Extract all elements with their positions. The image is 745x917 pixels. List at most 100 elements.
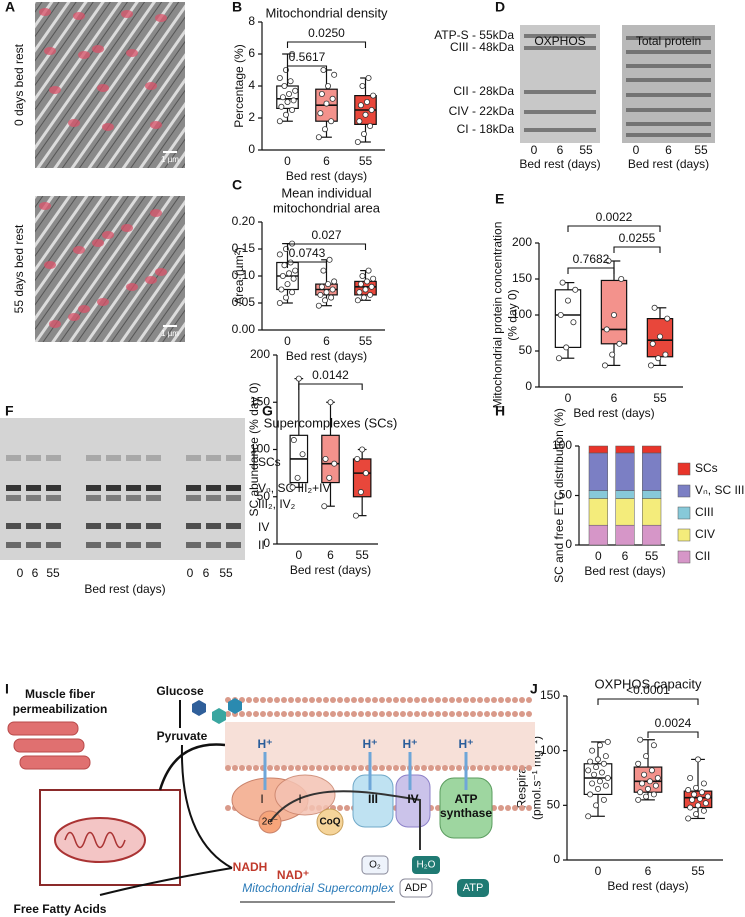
data-point <box>328 118 335 125</box>
lipid-head <box>323 711 329 717</box>
p-value: 0.0142 <box>312 368 349 382</box>
lipid-head <box>344 765 350 771</box>
x-tick-label: 0 <box>284 154 291 168</box>
data-point <box>284 99 291 106</box>
data-point <box>357 489 364 496</box>
lipid-head <box>442 711 448 717</box>
bar-segment <box>588 498 608 526</box>
label: IV <box>407 792 418 806</box>
legend-swatch <box>677 484 691 498</box>
lipid-head <box>351 711 357 717</box>
data-point <box>605 257 612 264</box>
ffa-arrow <box>99 867 233 896</box>
x-tick-label: 6 <box>622 549 629 563</box>
lipid-head <box>414 697 420 703</box>
band-label: CI - 18kDa <box>457 122 515 136</box>
lipid-head <box>281 697 287 703</box>
data-point <box>292 87 299 94</box>
blot-band <box>146 455 161 461</box>
data-point <box>289 289 296 296</box>
lipid-head <box>253 711 259 717</box>
panel-a-label: 55 days bed rest <box>12 224 26 313</box>
blot-band <box>626 78 711 82</box>
label: ATP <box>454 792 477 806</box>
data-point <box>276 251 283 258</box>
data-point <box>290 437 297 444</box>
blot-band <box>126 523 141 529</box>
mito-overlay <box>68 313 80 321</box>
data-point <box>655 355 662 362</box>
lipid-head <box>400 711 406 717</box>
mito-overlay <box>39 8 51 16</box>
p-value: 0.0024 <box>655 716 692 730</box>
lipid-head <box>386 711 392 717</box>
band-label: SCs <box>258 455 281 469</box>
data-point <box>282 111 289 118</box>
lipid-head <box>316 711 322 717</box>
data-point <box>618 275 625 282</box>
p-value: 0.0022 <box>596 210 633 224</box>
blot-band <box>46 523 61 529</box>
lipid-head <box>344 697 350 703</box>
lipid-head <box>512 805 518 811</box>
lipid-head <box>463 711 469 717</box>
lipid-head <box>239 765 245 771</box>
blot-band <box>524 110 596 114</box>
x-tick-label: 0 <box>187 566 194 580</box>
data-point <box>649 340 656 347</box>
lipid-head <box>470 765 476 771</box>
blot-band <box>626 50 711 54</box>
lipid-head <box>400 697 406 703</box>
data-point <box>362 111 369 118</box>
significance-bracket <box>567 225 661 232</box>
data-point <box>362 470 369 477</box>
y-tick-label: 100 <box>540 743 560 757</box>
y-tick-label: 50 <box>519 343 533 357</box>
y-tick-label: 0.20 <box>232 214 256 228</box>
proton: H⁺ <box>403 737 418 751</box>
blot-band <box>226 485 241 491</box>
lipid-head <box>295 711 301 717</box>
data-point <box>360 130 367 137</box>
significance-bracket <box>286 261 328 268</box>
lipid-head <box>253 697 259 703</box>
data-point <box>557 311 564 318</box>
blot-band <box>106 455 121 461</box>
y-tick-label: 50 <box>257 489 271 503</box>
lipid-head <box>337 765 343 771</box>
data-point <box>315 134 322 141</box>
band-label: CIV - 22kDa <box>449 104 515 118</box>
blot-band <box>106 485 121 491</box>
data-point <box>290 97 297 104</box>
box <box>321 434 340 484</box>
lipid-head <box>526 765 532 771</box>
lipid-head <box>253 765 259 771</box>
lipid-head <box>505 805 511 811</box>
data-point <box>695 756 702 763</box>
lipid-head <box>337 805 343 811</box>
lipid-head <box>421 697 427 703</box>
bar-segment <box>642 524 662 546</box>
y-tick-label: 0 <box>565 537 572 551</box>
lipid-head <box>400 765 406 771</box>
muscle-fiber <box>19 755 91 770</box>
mito-overlay <box>126 49 138 57</box>
label: H₂O <box>417 860 436 871</box>
panel-letter: D <box>495 0 505 15</box>
x-axis-title: Bed rest (days) <box>290 563 371 577</box>
p-value: 0.5617 <box>289 50 326 64</box>
data-point <box>287 78 294 85</box>
label: Pyruvate <box>157 729 208 743</box>
lipid-head <box>372 711 378 717</box>
p-value: <0.0001 <box>626 683 670 697</box>
blot-band <box>86 495 101 501</box>
p-value: 0.0743 <box>289 246 326 260</box>
water-box <box>412 856 440 874</box>
bar-segment <box>615 452 635 491</box>
data-point <box>664 315 671 322</box>
lipid-head <box>526 805 532 811</box>
lipid-head <box>281 711 287 717</box>
nadh-arrow <box>180 744 233 869</box>
mito-overlay <box>78 51 90 59</box>
